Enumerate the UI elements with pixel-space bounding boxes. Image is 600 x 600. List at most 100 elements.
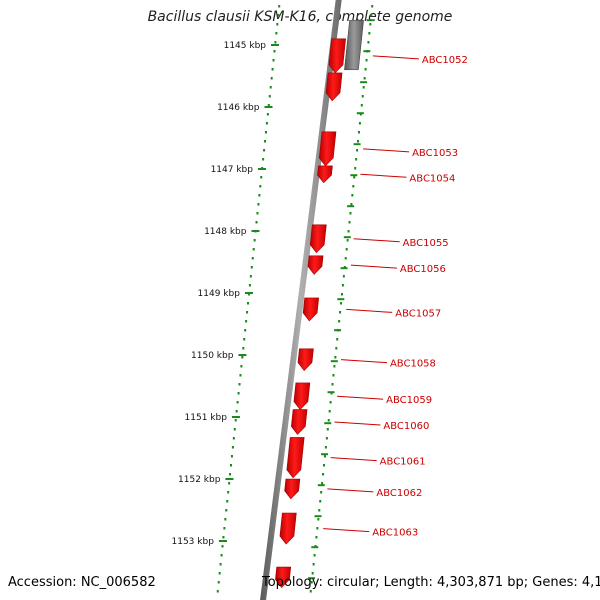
gene-leader-line [353, 238, 400, 243]
gene-arrow [279, 512, 297, 545]
scale-dot [226, 500, 229, 503]
scale-dot [262, 158, 265, 161]
ring-tick [327, 391, 335, 394]
scale-dot [269, 86, 272, 89]
ring-dot [346, 239, 349, 242]
scale-dot [236, 401, 239, 404]
gene-arrow [318, 131, 337, 167]
ring-dot [331, 383, 334, 386]
gene-label: ABC1061 [380, 457, 426, 468]
gene-leader-line [360, 173, 407, 178]
ring-tick [347, 205, 355, 208]
ring-tick [363, 50, 371, 53]
ring-dot [371, 5, 374, 8]
ring-tick [366, 19, 374, 22]
ring-tick [350, 174, 358, 177]
scale-tick [271, 44, 279, 46]
scale-dot [221, 545, 224, 548]
gene-leader-line [346, 308, 393, 313]
scale-dot [260, 176, 263, 179]
scale-dot [271, 68, 274, 71]
ring-dot [339, 311, 342, 314]
gene-arrow [309, 224, 327, 254]
ring-dot [362, 86, 365, 89]
scale-dot [267, 104, 270, 107]
ring-tick [337, 298, 345, 301]
ring-dot [357, 131, 360, 134]
ring-dot [354, 167, 357, 170]
ring-dot [336, 338, 339, 341]
scale-tick [257, 168, 266, 170]
ring-dot [330, 392, 333, 395]
scale-dot [244, 329, 247, 332]
ring-dot [315, 536, 318, 539]
scale-dot [232, 437, 235, 440]
ring-dot [356, 149, 359, 152]
ring-dot [333, 365, 336, 368]
scale-dot [222, 536, 225, 539]
scale-dot [225, 509, 228, 512]
ring-dot [363, 77, 366, 80]
ring-tick [360, 81, 368, 84]
gene-label: ABC1057 [395, 308, 441, 319]
scale-dot [243, 338, 246, 341]
gene-arrow [275, 566, 292, 588]
ring-dot [360, 104, 363, 107]
gene-label: ABC1059 [386, 395, 432, 406]
reverse-gene-arrow [344, 19, 364, 71]
scale-tick [238, 354, 247, 356]
scale-dot [265, 122, 268, 125]
ring-dot [320, 491, 323, 494]
scale-tick-label: 1152 kbp [178, 475, 221, 485]
ring-dot [312, 563, 315, 566]
ring-dot [334, 356, 337, 359]
ring-dot [321, 482, 324, 485]
scale-dot [238, 383, 241, 386]
ring-dot [341, 284, 344, 287]
scale-dot [274, 41, 277, 44]
ring-dot [328, 410, 331, 413]
gene-arrow [297, 348, 314, 371]
scale-dot [277, 14, 280, 17]
ring-tick [330, 360, 338, 363]
scale-dot [220, 554, 223, 557]
gene-leader-line [323, 528, 370, 533]
gene-label: ABC1055 [403, 238, 449, 249]
scale-dot [233, 428, 236, 431]
ring-dot [338, 320, 341, 323]
scale-dot [230, 464, 233, 467]
scale-tick [251, 230, 260, 232]
scale-dot [266, 113, 269, 116]
scale-dot [216, 590, 219, 593]
scale-dot [245, 320, 248, 323]
gene-arrow [307, 255, 324, 275]
ring-dot [340, 302, 343, 305]
ring-tick [340, 267, 348, 270]
ring-dot [350, 203, 353, 206]
scale-dot [264, 131, 267, 134]
ring-dot [323, 455, 326, 458]
scale-dot [256, 212, 259, 215]
ring-dot [322, 473, 325, 476]
ring-dot [340, 293, 343, 296]
ring-dot [324, 446, 327, 449]
gene-label: ABC1062 [376, 488, 422, 499]
ring-dot [311, 572, 314, 575]
ring-dot [355, 158, 358, 161]
scale-tick-label: 1150 kbp [191, 351, 234, 361]
ring-tick [314, 515, 322, 518]
gene-leader-line [350, 264, 397, 269]
scale-dot [249, 275, 252, 278]
ring-dot [335, 347, 338, 350]
scale-dot [268, 95, 271, 98]
ring-dot [326, 428, 329, 431]
ring-dot [368, 32, 371, 35]
scale-tick-label: 1149 kbp [198, 289, 241, 299]
gene-arrow [325, 72, 343, 102]
scale-dot [275, 32, 278, 35]
scale-dot [234, 419, 237, 422]
ring-dot [352, 185, 355, 188]
scale-dot [223, 527, 226, 530]
scale-tick [244, 292, 253, 294]
gene-label: ABC1052 [422, 55, 468, 66]
